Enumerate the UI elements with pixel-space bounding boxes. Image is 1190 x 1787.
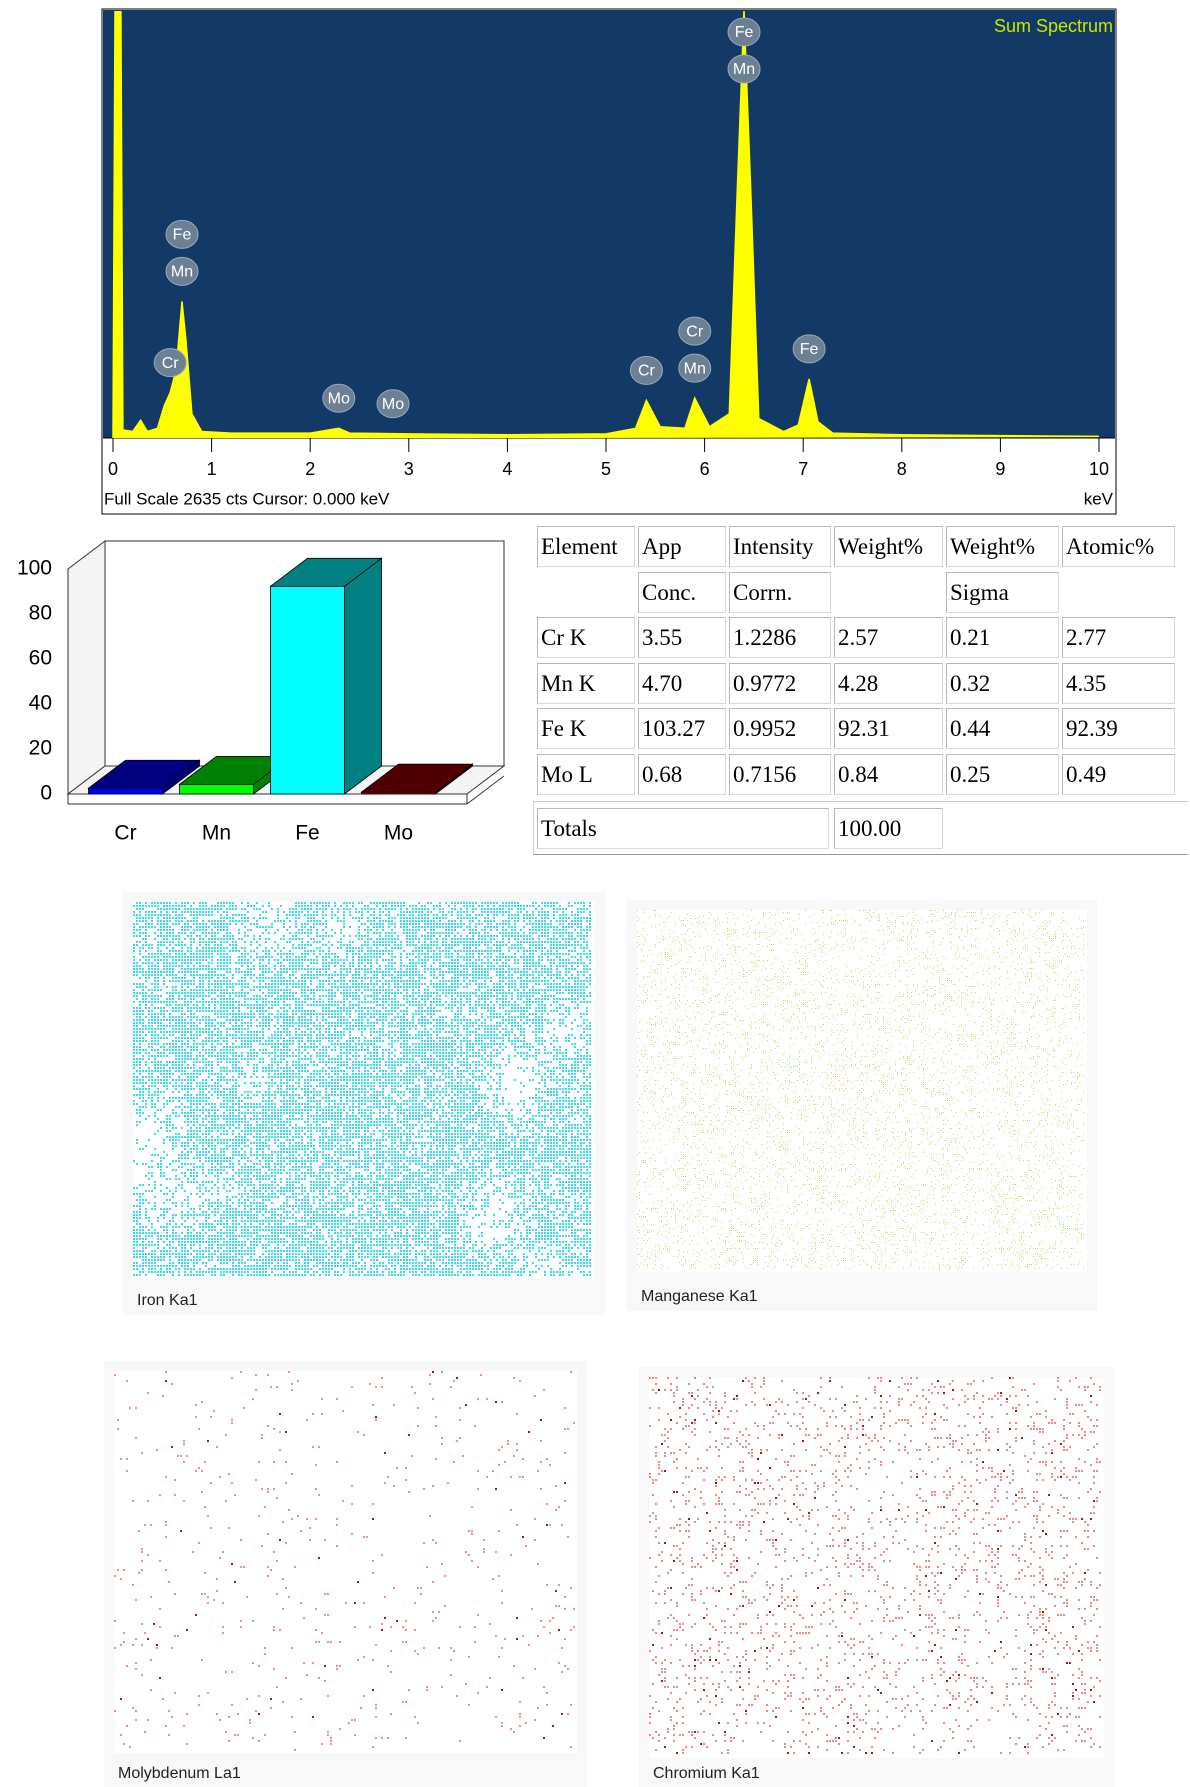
table-cell: 0.32 [946,663,1059,704]
map-dots [649,1377,1101,1754]
bar-side [345,558,382,794]
table-cell: Mo L [537,754,635,795]
x-axis-label: keV [1084,489,1114,508]
x-tick-label: 5 [601,459,611,479]
table-cell: Totals [537,808,829,849]
table-cell: 0.7156 [729,754,831,795]
table-cell [537,572,635,613]
table-cell: Mn K [537,663,635,704]
x-tick-label: Fe [295,822,320,845]
map-dots-dense [120,1371,566,1739]
map-area [637,910,1087,1272]
table-cell: 2.57 [834,617,943,658]
bar [271,586,345,794]
peak-label: Fe [800,341,819,358]
table-cell: 2.77 [1062,617,1175,658]
peak-label: Mn [684,360,706,377]
table-cell: Weight% [946,526,1059,567]
table-cell: 3.55 [638,617,726,658]
table-cell: 0.49 [1062,754,1175,795]
table-cell: 0.84 [834,754,943,795]
table-cell: 92.31 [834,708,943,749]
table-cell: 0.25 [946,754,1059,795]
map-dots [114,1371,575,1751]
table-cell: Element [537,526,635,567]
table-cell: Corrn. [729,572,831,613]
table-cell: Weight% [834,526,943,567]
x-tick-label: 6 [700,459,710,479]
map-caption: Iron Ka1 [137,1292,198,1309]
y-tick-label: 80 [29,602,52,625]
table-cell: 103.27 [638,708,726,749]
table-cell: 100.00 [834,808,943,849]
table-cell: 92.39 [1062,708,1175,749]
y-tick-label: 20 [29,737,52,760]
peak-label: Cr [638,363,656,380]
y-tick-label: 100 [17,557,52,580]
y-tick-label: 40 [29,692,52,715]
table-cell: 0.9952 [729,708,831,749]
map-dots [133,902,591,1276]
table-cell: 4.70 [638,663,726,704]
table-cell: Conc. [638,572,726,613]
table-cell: Cr K [537,617,635,658]
x-tick-label: Cr [114,822,136,845]
x-tick-label: Mo [384,822,413,845]
table-cell: Atomic% [1062,526,1175,567]
table-cell [1062,572,1175,613]
x-tick-label: 10 [1089,459,1109,479]
table-cell: Fe K [537,708,635,749]
table-cell: App [638,526,726,567]
peak-label: Mn [733,61,755,78]
x-tick-label: 7 [798,459,808,479]
map-caption: Manganese Ka1 [641,1288,758,1305]
map-area [133,902,595,1279]
peak-label: Cr [686,323,704,340]
table-cell: 0.68 [638,754,726,795]
table-cell: 0.44 [946,708,1059,749]
table-cell [834,572,943,613]
map-dots-dense [652,1377,1095,1754]
x-tick-label: Mn [202,822,231,845]
map-background [104,1361,587,1787]
peak-label: Fe [735,24,754,41]
table-cell: 1.2286 [729,617,831,658]
table-cell: 0.9772 [729,663,831,704]
map-caption: Chromium Ka1 [653,1765,760,1782]
bar [180,784,254,794]
bar [89,788,163,794]
map-caption: Molybdenum La1 [118,1765,241,1782]
y-tick-label: 60 [29,647,52,670]
y-tick-label: 0 [40,782,52,805]
table-cell: 0.21 [946,617,1059,658]
bar-chart: 0 20 40 60 80 100 Cr Mn Fe Mo [0,0,520,870]
map-background [639,1367,1114,1787]
bar [362,792,436,794]
map-dots [637,910,1084,1269]
table-cell: 4.28 [834,663,943,704]
x-tick-label: 8 [897,459,907,479]
x-tick-label: 9 [995,459,1005,479]
table-cell: Sigma [946,572,1059,613]
chart-title: Sum Spectrum [994,16,1113,36]
side-wall [68,541,105,794]
map-area [114,1371,577,1753]
table-cell: 4.35 [1062,663,1175,704]
map-background [627,900,1097,1311]
map-background [123,892,605,1315]
map-area [649,1377,1104,1758]
table-cell: Intensity [729,526,831,567]
page: Sum Spectrum Full Scale 2635 cts Cursor:… [0,0,1190,1787]
